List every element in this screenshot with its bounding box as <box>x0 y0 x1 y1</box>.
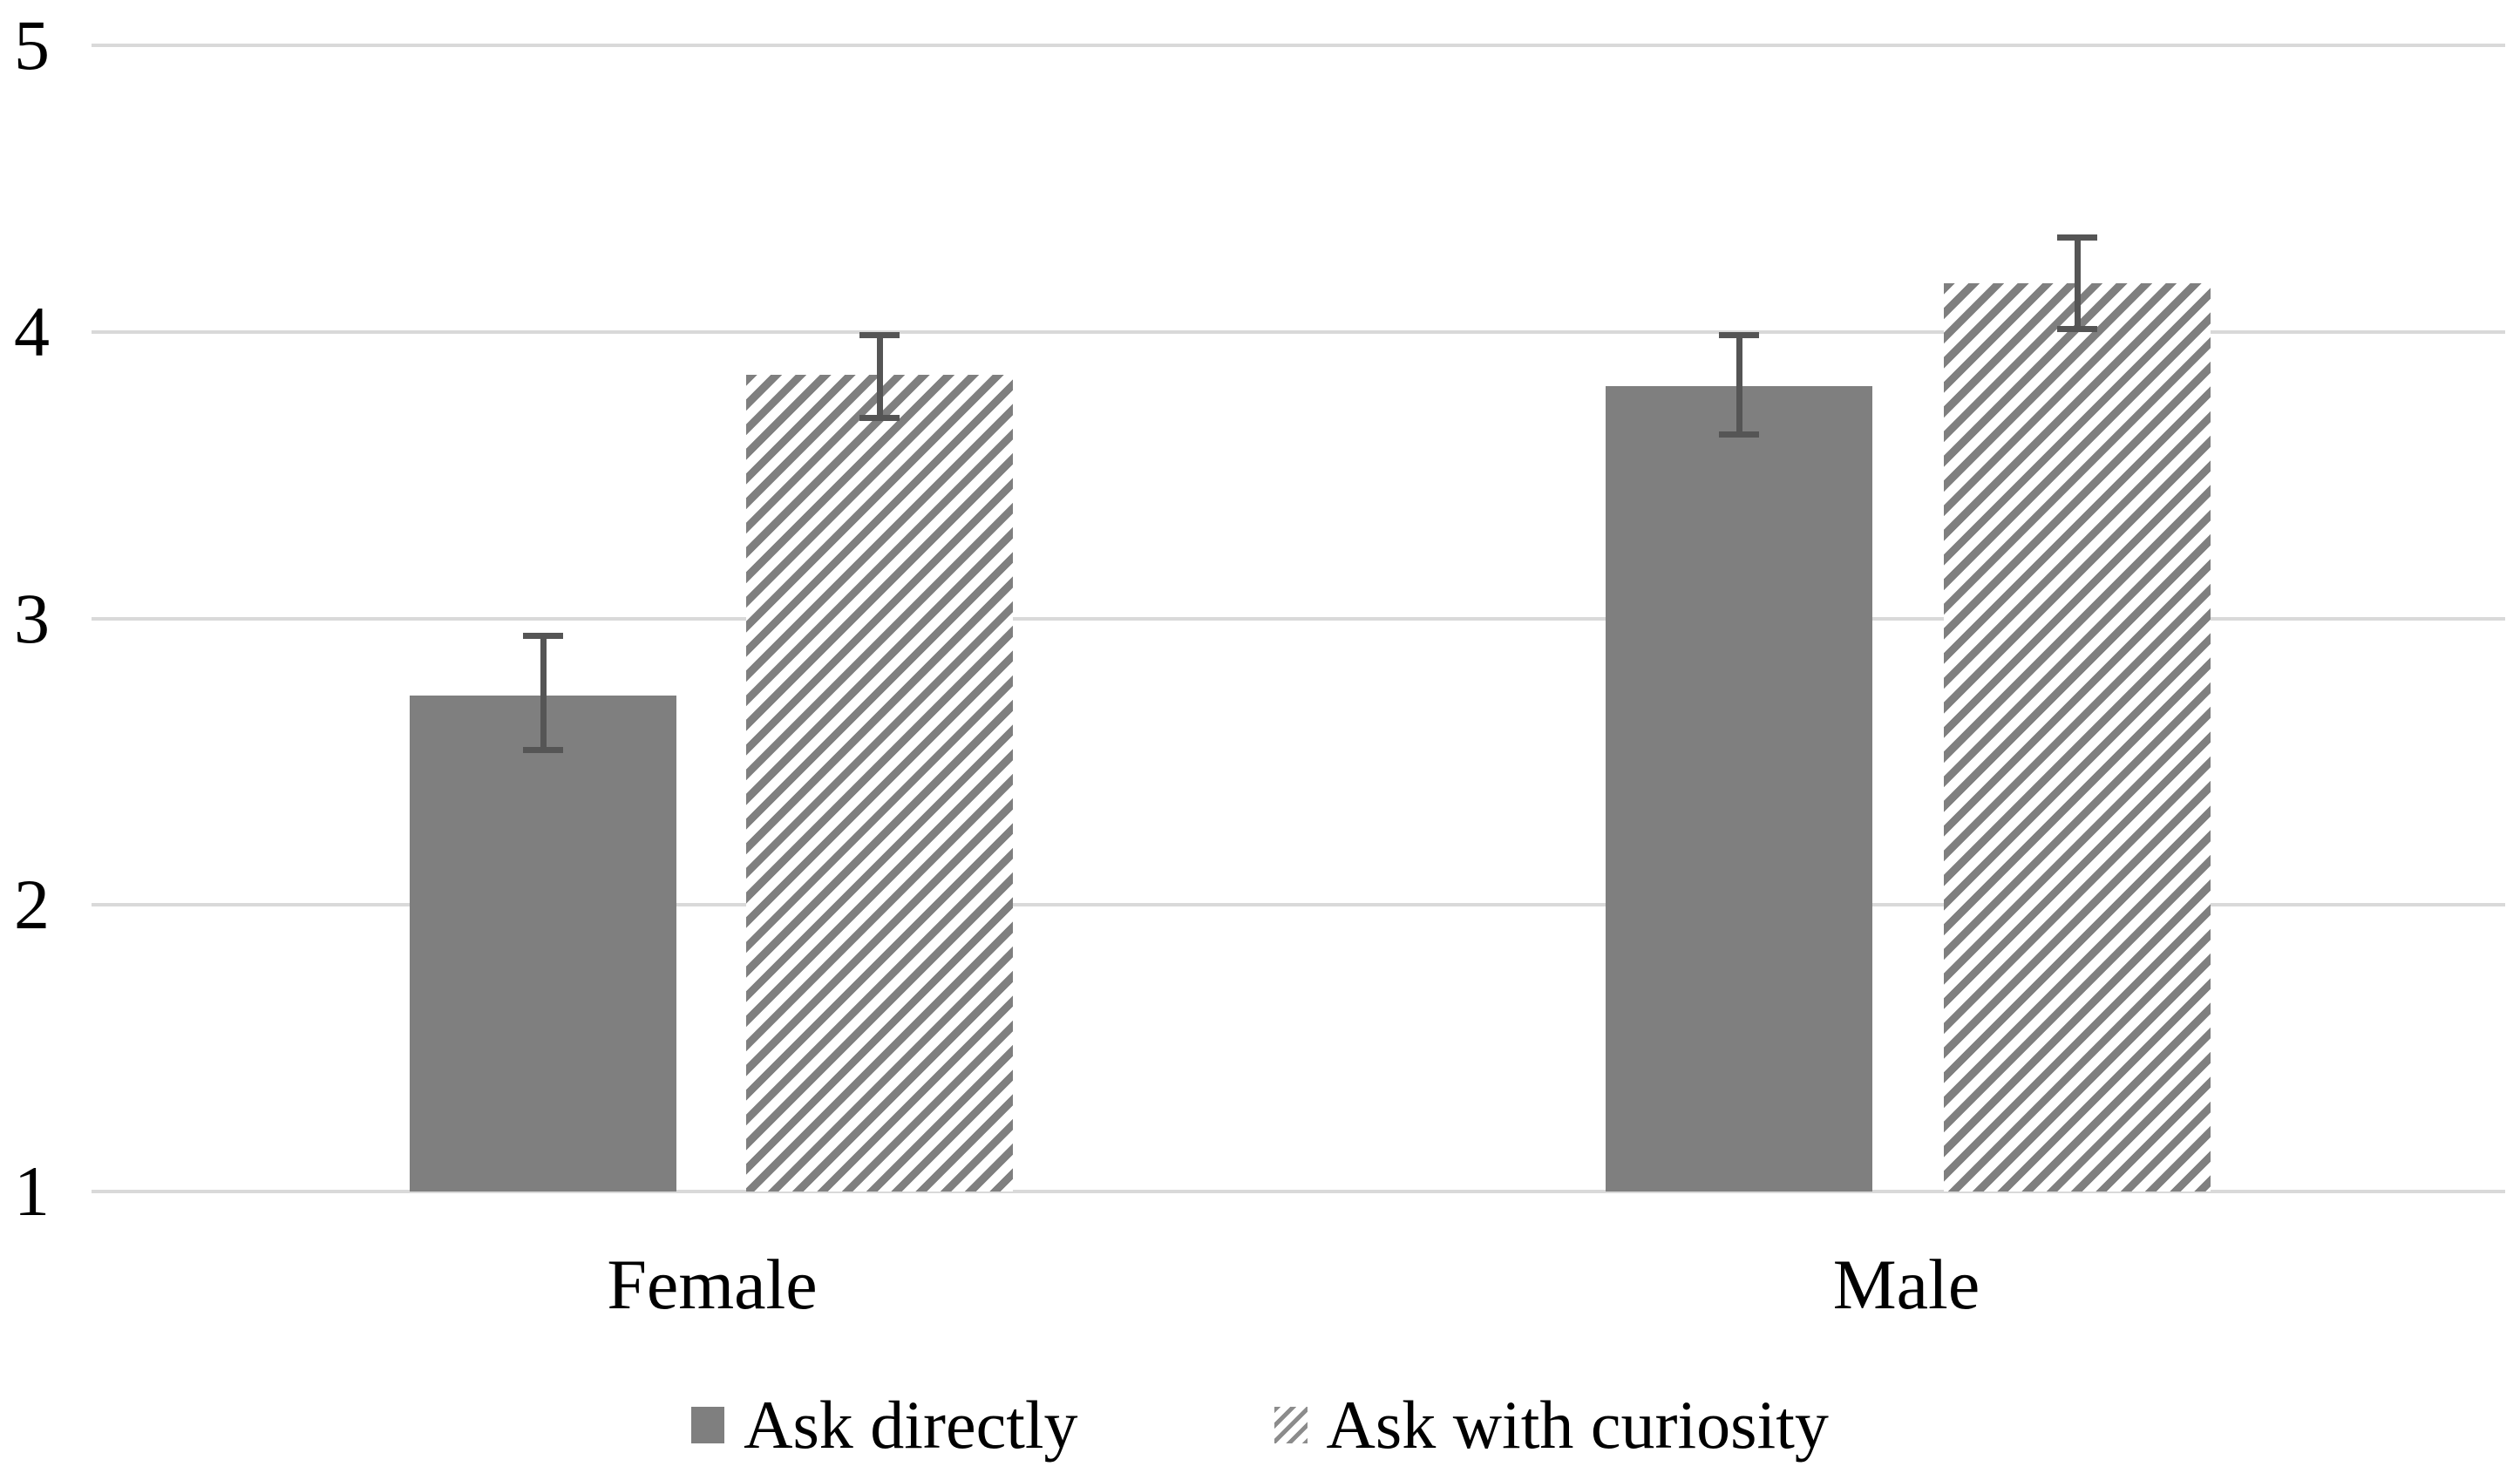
error-bar-cap-bottom <box>2057 325 2097 332</box>
x-axis-category-label-female: Female <box>607 1245 818 1324</box>
error-bar-cap-bottom <box>523 747 563 753</box>
legend: Ask directly Ask with curiosity <box>0 1384 2520 1466</box>
bar-male-ask-directly <box>1606 386 1872 1191</box>
grid-line-y-4 <box>92 329 2505 334</box>
error-bar-stem <box>1735 331 1742 438</box>
error-bar-female-ask-with-curiosity <box>859 331 900 421</box>
legend-label: Ask with curiosity <box>1326 1387 1829 1463</box>
bar-female-ask-with-curiosity <box>746 375 1013 1191</box>
y-axis-tick-label-2: 2 <box>14 865 50 945</box>
legend-item-ask-with-curiosity: Ask with curiosity <box>1274 1384 1829 1466</box>
x-axis-category-label-male: Male <box>1832 1245 1980 1324</box>
legend-label: Ask directly <box>744 1387 1078 1463</box>
error-bar-cap-top <box>523 632 563 639</box>
legend-item-ask-directly: Ask directly <box>691 1384 1078 1466</box>
grid-line-y-5 <box>92 44 2505 47</box>
y-axis-tick-label-5: 5 <box>14 5 50 85</box>
legend-marker-solid-icon <box>691 1407 725 1443</box>
legend-marker-hatched-icon <box>1274 1407 1308 1443</box>
grid-line-y-2 <box>92 903 2505 907</box>
error-bar-stem <box>540 632 547 753</box>
error-bar-cap-top <box>2057 234 2097 241</box>
grid-line-y-1 <box>92 1190 2505 1193</box>
y-axis-tick-label-1: 1 <box>14 1151 50 1231</box>
grid-line-y-3 <box>92 616 2505 621</box>
error-bar-cap-top <box>1719 331 1759 338</box>
error-bar-male-ask-with-curiosity <box>2057 234 2097 332</box>
error-bar-cap-top <box>859 331 900 338</box>
bar-female-ask-directly <box>410 696 676 1191</box>
error-bar-cap-bottom <box>859 414 900 421</box>
y-axis-tick-label-4: 4 <box>14 291 50 371</box>
error-bar-stem <box>2074 234 2081 332</box>
error-bar-female-ask-directly <box>523 632 563 753</box>
error-bar-cap-bottom <box>1719 431 1759 438</box>
bar-male-ask-with-curiosity <box>1944 282 2211 1191</box>
error-bar-stem <box>876 331 883 421</box>
y-axis-tick-label-3: 3 <box>14 578 50 658</box>
error-bar-male-ask-directly <box>1719 331 1759 438</box>
